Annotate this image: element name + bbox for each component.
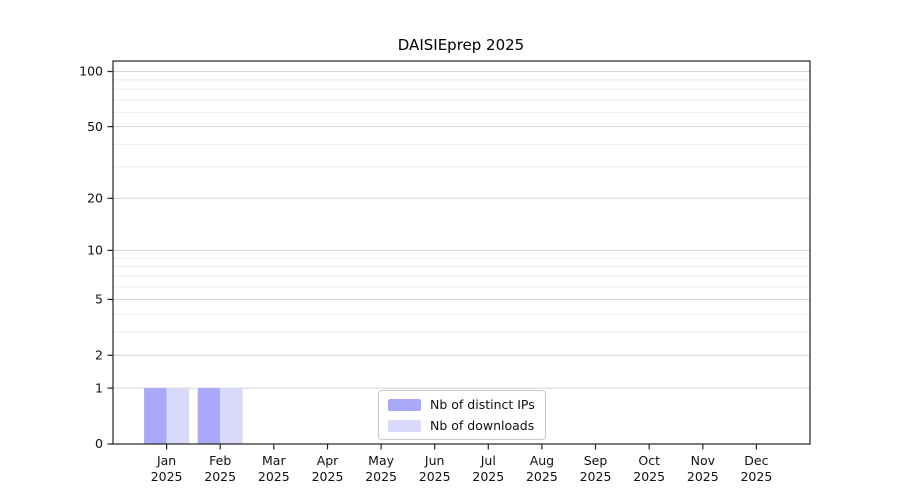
legend-label-downloads: Nb of downloads (430, 418, 535, 433)
x-tick-label-month: Nov (691, 453, 716, 468)
x-tick-label-month: Dec (744, 453, 768, 468)
y-tick-label: 5 (95, 292, 103, 307)
x-tick-label-month: Jul (480, 453, 496, 468)
x-tick-label-year: 2025 (580, 469, 612, 484)
x-tick-label-year: 2025 (151, 469, 183, 484)
x-tick-label-year: 2025 (633, 469, 665, 484)
x-tick-label-month: Apr (317, 453, 339, 468)
x-tick-label-month: Jan (156, 453, 176, 468)
x-tick-label-year: 2025 (365, 469, 397, 484)
x-tick-label-month: May (368, 453, 394, 468)
bar (220, 388, 243, 444)
x-tick-label-year: 2025 (419, 469, 451, 484)
x-tick-label-month: Oct (638, 453, 660, 468)
legend-label-distinct-ips: Nb of distinct IPs (430, 397, 535, 412)
x-tick-label-month: Aug (530, 453, 554, 468)
y-tick-label: 20 (87, 191, 103, 206)
x-tick-label-year: 2025 (472, 469, 504, 484)
x-tick-label-month: Jun (424, 453, 445, 468)
bar (166, 388, 190, 444)
x-tick-label-year: 2025 (740, 469, 772, 484)
x-tick-label-year: 2025 (526, 469, 558, 484)
y-tick-label: 2 (95, 348, 103, 363)
y-tick-label: 10 (87, 243, 103, 258)
x-tick-label-year: 2025 (204, 469, 236, 484)
x-tick-label-month: Sep (584, 453, 608, 468)
y-tick-label: 100 (79, 64, 103, 79)
x-tick-label-month: Feb (209, 453, 231, 468)
x-tick-label-year: 2025 (258, 469, 290, 484)
x-tick-label-year: 2025 (687, 469, 719, 484)
x-tick-label-year: 2025 (312, 469, 344, 484)
chart-title: DAISIEprep 2025 (397, 36, 525, 54)
x-tick-label-month: Mar (262, 453, 286, 468)
legend-entry-downloads: Nb of downloads (388, 418, 535, 433)
bar (144, 388, 167, 444)
legend: Nb of distinct IPs Nb of downloads (378, 390, 546, 440)
y-tick-label: 50 (87, 119, 103, 134)
plot-border (112, 60, 811, 445)
legend-swatch-downloads-icon (388, 419, 421, 432)
y-tick-label: 1 (95, 380, 103, 395)
bar (197, 388, 221, 444)
y-tick-label: 0 (95, 436, 103, 451)
legend-swatch-distinct-ips-icon (388, 398, 421, 411)
legend-entry-distinct-ips: Nb of distinct IPs (388, 397, 535, 412)
